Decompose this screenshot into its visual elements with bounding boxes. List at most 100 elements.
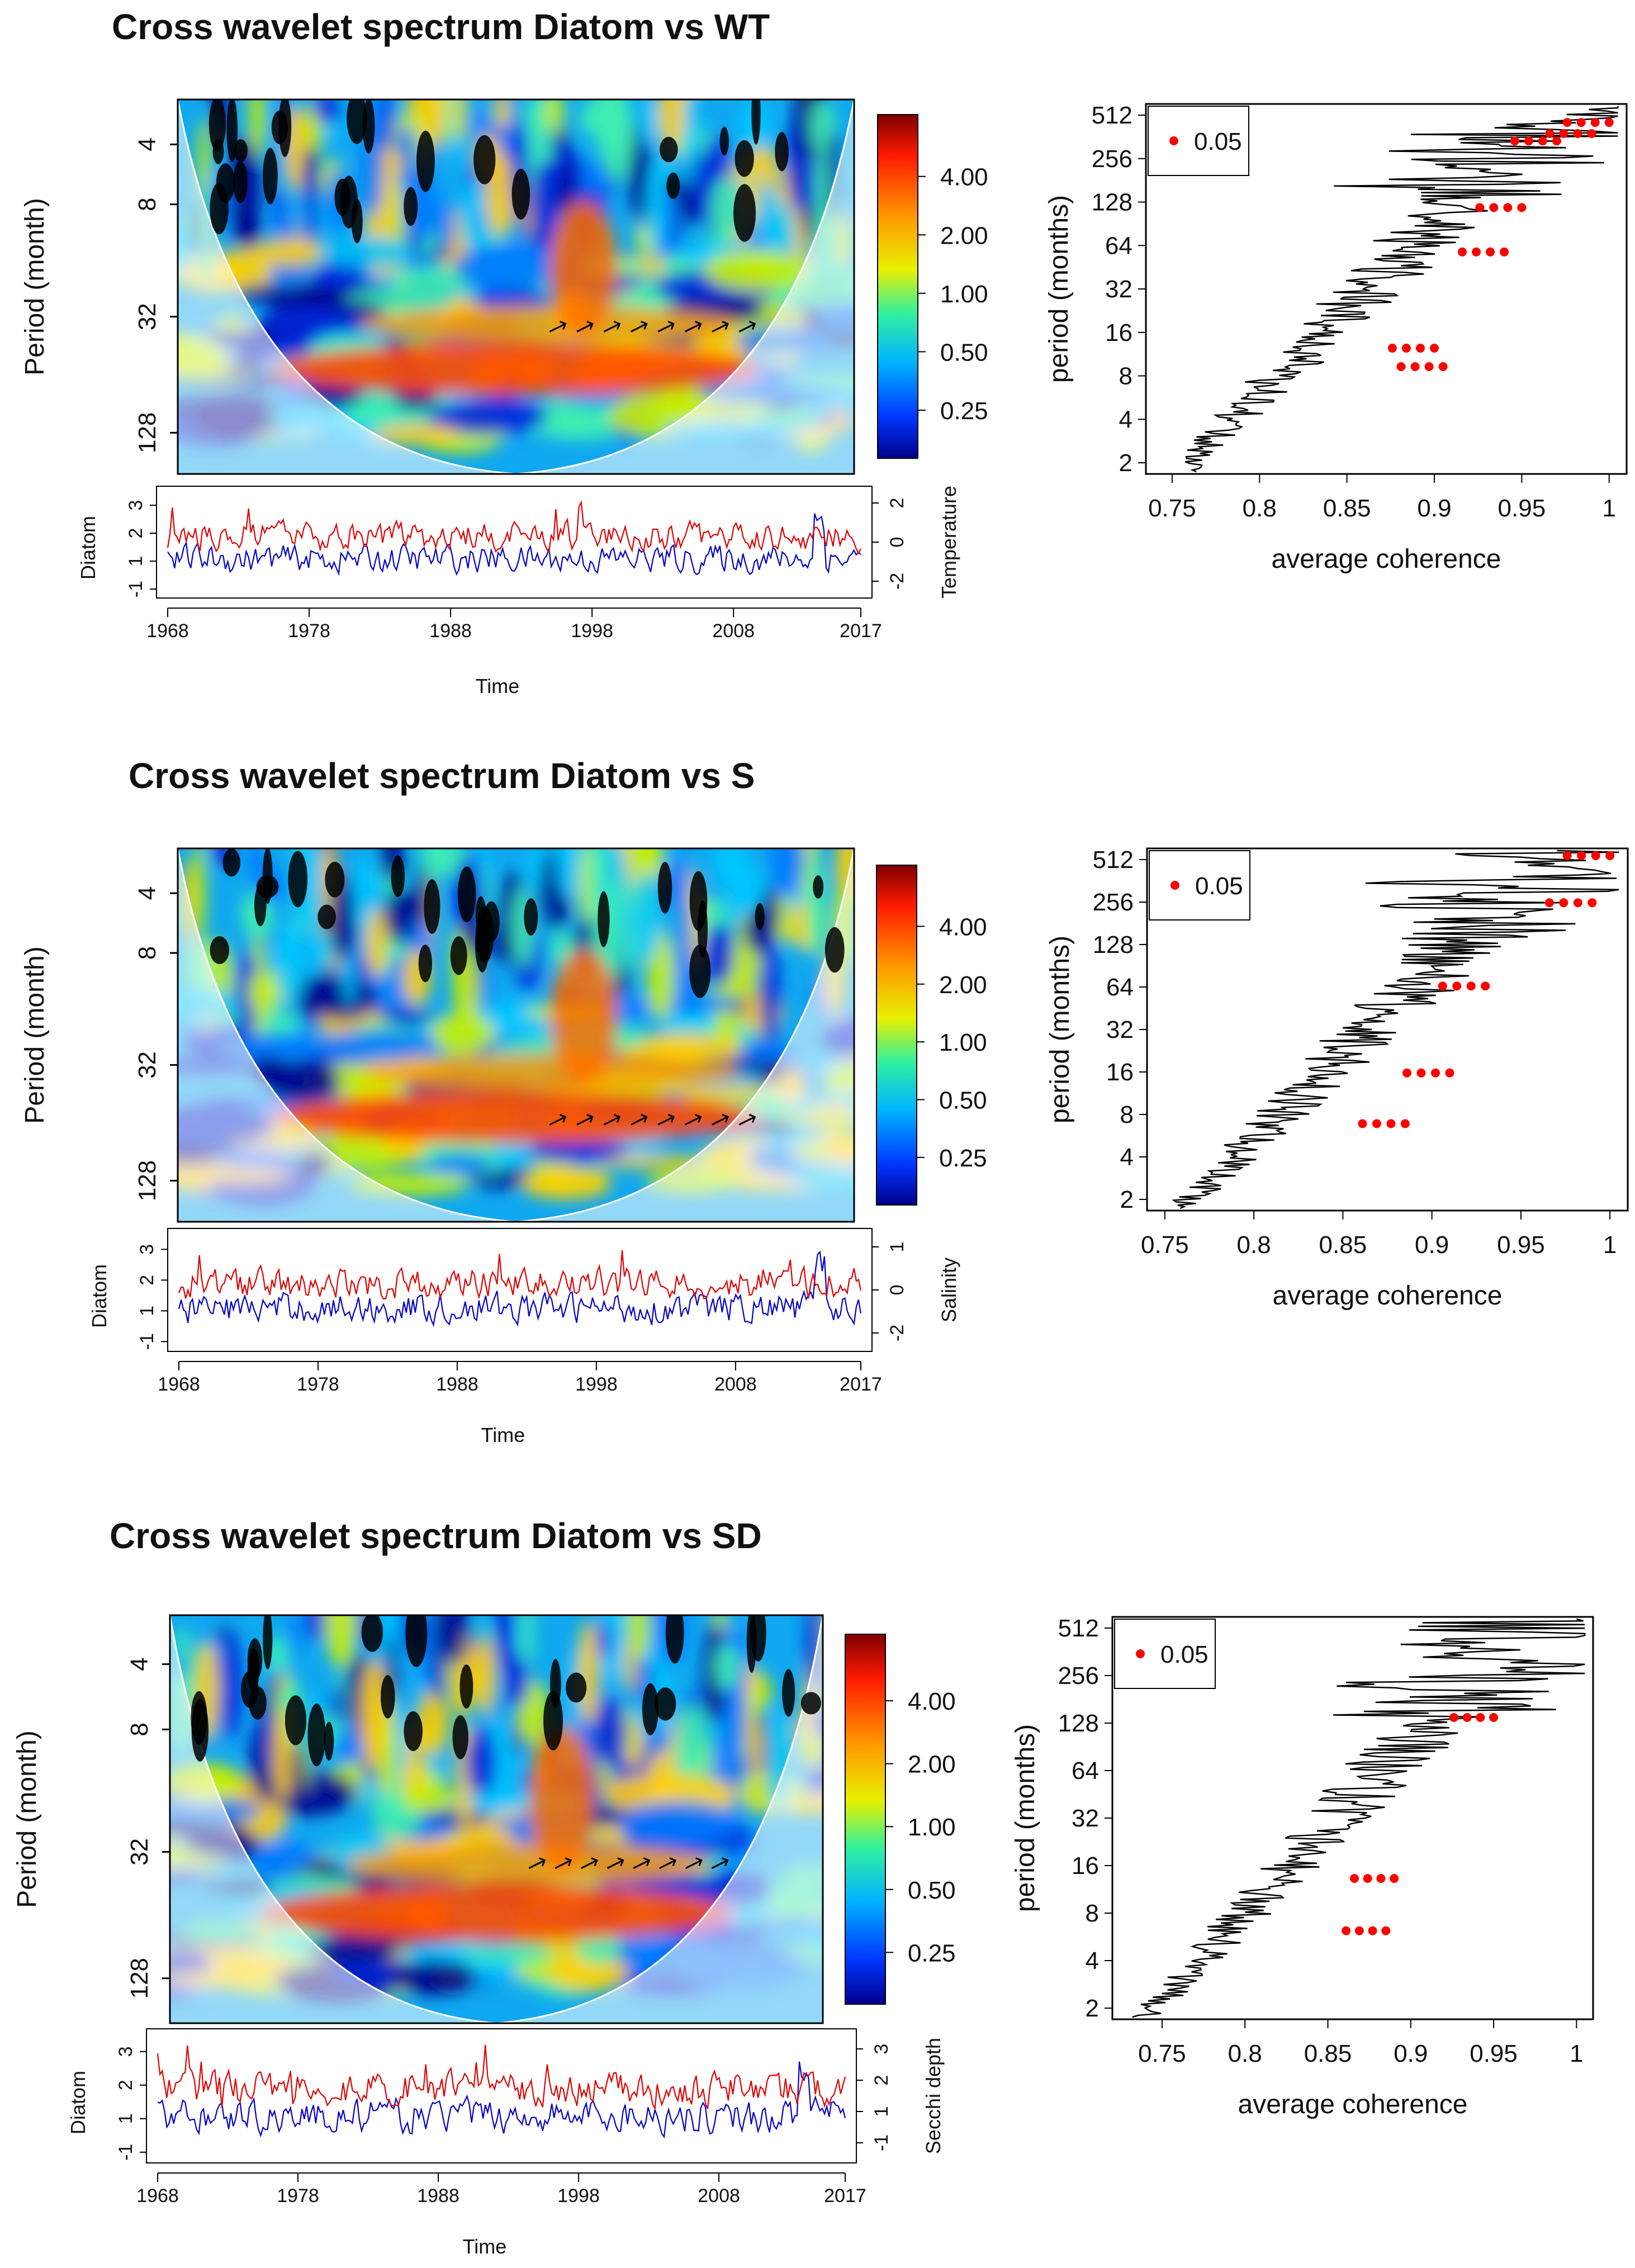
significance-dot — [1576, 118, 1586, 127]
significance-dot — [1424, 362, 1434, 372]
significance-dot — [1376, 1874, 1386, 1883]
series-left-label: Diatom — [67, 2071, 89, 2134]
wavelet-ytick-label: 128 — [134, 412, 161, 453]
wavelet-panel-1: Cross wavelet spectrum Diatom vs WT Perio… — [20, 7, 988, 475]
significance-dot — [1466, 981, 1476, 991]
significance-dot — [1552, 136, 1561, 146]
series-xtick-label: 1998 — [557, 2185, 600, 2207]
significance-dot — [1573, 898, 1582, 908]
wavelet-ytick-label: 128 — [134, 1160, 161, 1201]
colorbar-tick-label: 4.00 — [940, 164, 988, 191]
series-xtick-label: 1978 — [277, 2185, 319, 2207]
significance-dot — [1431, 1068, 1440, 1078]
coherence-panel-2: 0.05 512 256 128 64 32 16 8 4 2 period (months) 0.7… — [1045, 846, 1629, 1311]
series-left-tick-label: 2 — [136, 1275, 158, 1285]
legend-label: 0.05 — [1195, 872, 1243, 900]
colorbar-tick-label: 1.00 — [940, 281, 988, 308]
coherence-legend — [1148, 106, 1249, 176]
colorbar — [877, 114, 918, 459]
wavelet-ytick-label: 8 — [126, 1723, 153, 1736]
coherence-xtick-label: 0.9 — [1415, 1231, 1449, 1259]
series-right-tick-label: 2 — [887, 498, 908, 509]
series-xtick-label: 2008 — [712, 620, 755, 642]
series-left-tick-label: -1 — [115, 2144, 136, 2161]
coherence-legend — [1149, 850, 1250, 921]
colorbar-tick-label: 2.00 — [940, 222, 988, 249]
wavelet-ytick-label: 32 — [134, 1051, 161, 1079]
coherence-ytick-label: 32 — [1072, 1805, 1099, 1832]
wavelet-panel-3: Cross wavelet spectrum Diatom vs SD Perio… — [12, 1516, 956, 2024]
coherence-ytick-label: 64 — [1072, 1757, 1099, 1785]
significance-dot — [1390, 1874, 1399, 1883]
coherence-ytick-label: 64 — [1105, 232, 1132, 259]
panel-title-1: Cross wavelet spectrum Diatom vs WT — [112, 7, 770, 47]
coherence-ytick-label: 512 — [1092, 102, 1132, 129]
coherence-xtick-label: 0.9 — [1394, 2040, 1428, 2067]
significance-dot — [1386, 1119, 1396, 1128]
panel-title-2: Cross wavelet spectrum Diatom vs S — [129, 756, 755, 796]
significance-dot — [1438, 362, 1448, 372]
series-right-tick-label: 2 — [871, 2075, 892, 2086]
significance-dot — [1368, 1926, 1377, 1935]
significance-dot — [1587, 129, 1596, 138]
significance-dot — [1363, 1874, 1372, 1883]
series-xtick-label: 2017 — [840, 1374, 882, 1395]
coherence-xtick-label: 0.95 — [1497, 1231, 1545, 1259]
series-left-label: Diatom — [88, 1264, 111, 1328]
coherence-xtick-label: 1 — [1603, 1231, 1617, 1259]
series-xlabel: Time — [481, 1424, 525, 1446]
significance-dot — [1476, 1713, 1485, 1722]
timeseries-panel-3: -1 1 2 3 Diatom -1 1 2 3 Secchi depth 1968 1978 1988… — [67, 2028, 945, 2258]
wavelet-ylabel: Period (month) — [12, 1730, 42, 1908]
significance-dot — [1402, 1068, 1412, 1078]
significance-dot — [1545, 129, 1555, 138]
significance-dot — [1400, 1119, 1410, 1128]
coherence-ytick-label: 64 — [1106, 974, 1134, 1001]
coherence-xtick-label: 0.8 — [1243, 495, 1277, 522]
wavelet-ylabel: Period (month) — [20, 198, 50, 375]
series-right-tick-label: 1 — [871, 2106, 892, 2117]
coherence-ytick-label: 4 — [1119, 406, 1132, 433]
significance-dot — [1573, 129, 1582, 138]
coherence-ylabel: period (months) — [1044, 195, 1074, 383]
series-right-tick-label: -1 — [871, 2134, 892, 2151]
coherence-panel-1: 0.05 512 256 128 64 32 16 8 4 2 period (months) 0.7… — [1044, 102, 1628, 574]
colorbar-tick-label: 1.00 — [939, 1029, 987, 1056]
coherence-xtick-label: 0.75 — [1138, 2040, 1186, 2067]
coherence-xtick-label: 1 — [1602, 495, 1615, 522]
colorbar-tick-label: 2.00 — [939, 971, 987, 999]
coherence-ytick-label: 32 — [1106, 1016, 1134, 1043]
series-left-tick-label: 1 — [125, 556, 146, 567]
series-xtick-label: 2017 — [840, 620, 882, 642]
colorbar-tick-label: 0.25 — [939, 1145, 987, 1172]
legend-dot — [1170, 881, 1179, 890]
series-xtick-label: 1988 — [436, 1374, 478, 1395]
series-right-label: Salinity — [937, 1258, 960, 1322]
significance-dot — [1358, 1119, 1367, 1128]
significance-dot — [1503, 203, 1513, 212]
significance-dot — [1449, 1713, 1458, 1722]
coherence-curve — [1184, 106, 1619, 473]
coherence-xtick-label: 0.85 — [1304, 2040, 1352, 2067]
colorbar-tick-label: 0.50 — [939, 1087, 987, 1114]
diatom-series-line — [178, 1250, 862, 1327]
significance-dot — [1381, 1926, 1391, 1935]
coherence-xtick-label: 0.8 — [1237, 1231, 1271, 1259]
coherence-ytick-label: 16 — [1105, 319, 1132, 347]
series-xtick-label: 1968 — [146, 620, 189, 642]
significance-dot — [1472, 247, 1481, 257]
coherence-xtick-label: 0.75 — [1141, 1231, 1189, 1259]
coherence-xtick-label: 0.95 — [1470, 2040, 1518, 2067]
series-left-label: Diatom — [77, 516, 99, 580]
coherence-xtick-label: 0.95 — [1498, 495, 1546, 522]
legend-label: 0.05 — [1194, 128, 1242, 155]
coherence-ytick-label: 128 — [1092, 189, 1132, 216]
series-right-tick-label: 0 — [887, 1285, 908, 1296]
wavelet-ytick-label: 4 — [126, 1657, 153, 1671]
series-left-tick-label: 2 — [125, 528, 146, 539]
significance-dot — [1438, 981, 1447, 991]
significance-dot — [1577, 851, 1586, 860]
coherence-ylabel: period (months) — [1011, 1724, 1040, 1912]
significance-dot — [1510, 136, 1519, 146]
significance-dot — [1604, 118, 1614, 127]
